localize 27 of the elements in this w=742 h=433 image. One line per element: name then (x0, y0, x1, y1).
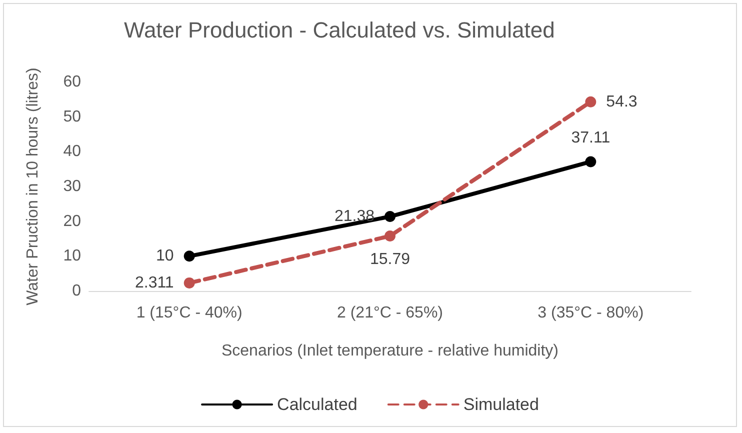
data-label: 15.79 (370, 251, 410, 268)
chart-title: Water Production - Calculated vs. Simulated (124, 18, 555, 42)
y-tick-label: 60 (63, 74, 82, 90)
data-label: 37.11 (571, 130, 610, 147)
y-tick-label: 50 (63, 108, 82, 126)
y-tick-label: 30 (63, 178, 82, 195)
y-tick-label: 0 (72, 282, 82, 300)
point (585, 156, 596, 168)
point (585, 96, 596, 108)
data-label: 54.3 (606, 93, 638, 110)
x-tick-label: 2 (21°C - 65%) (337, 304, 443, 322)
y-axis-title: Water Pruction in 10 hours (litres) (24, 68, 42, 306)
point (184, 250, 195, 262)
legend-label: Simulated (463, 395, 539, 414)
y-tick-label: 20 (63, 212, 82, 230)
data-label: 21.38 (334, 208, 375, 226)
point (384, 230, 396, 242)
y-tick-label: 10 (63, 248, 82, 265)
point (384, 211, 396, 222)
x-axis-title: Scenarios (Inlet temperature - relative humidity) (221, 342, 559, 360)
legend-label: Calculated (277, 395, 358, 414)
x-tick-label: 1 (15°C - 40%) (136, 304, 242, 322)
y-tick-label: 40 (63, 143, 82, 160)
x-tick-label: 3 (35°C - 80%) (538, 304, 644, 322)
data-label: 2.311 (134, 274, 174, 292)
point (184, 277, 195, 288)
data-label: 10 (156, 248, 174, 265)
